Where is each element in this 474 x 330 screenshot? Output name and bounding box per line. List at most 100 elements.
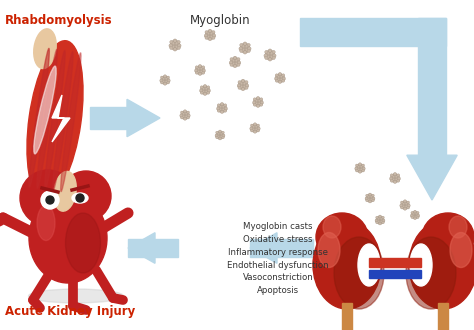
Circle shape [258, 98, 262, 102]
Circle shape [242, 45, 245, 48]
Circle shape [404, 206, 408, 209]
Circle shape [254, 130, 256, 133]
Circle shape [202, 87, 208, 92]
Circle shape [167, 79, 170, 82]
Circle shape [270, 52, 273, 55]
Bar [128, 239, 178, 257]
Circle shape [407, 206, 410, 209]
Circle shape [360, 165, 363, 168]
Ellipse shape [45, 51, 65, 189]
Circle shape [245, 45, 248, 48]
Circle shape [378, 218, 382, 222]
Circle shape [182, 116, 186, 119]
Circle shape [280, 75, 283, 78]
Circle shape [355, 167, 358, 170]
Circle shape [372, 199, 374, 202]
Circle shape [368, 196, 372, 200]
Circle shape [369, 193, 372, 196]
Circle shape [211, 33, 215, 37]
Circle shape [365, 194, 368, 197]
Circle shape [414, 217, 416, 220]
Circle shape [277, 78, 280, 81]
Circle shape [208, 29, 212, 33]
Circle shape [278, 73, 282, 76]
Circle shape [257, 103, 261, 107]
Circle shape [360, 167, 365, 171]
Circle shape [202, 91, 206, 95]
Circle shape [244, 47, 246, 50]
Circle shape [242, 45, 248, 51]
Circle shape [411, 216, 413, 218]
Circle shape [172, 46, 176, 50]
Circle shape [232, 63, 236, 67]
Circle shape [256, 97, 260, 101]
Circle shape [167, 81, 170, 84]
Circle shape [268, 50, 272, 54]
Circle shape [375, 219, 380, 223]
Ellipse shape [406, 237, 456, 309]
Circle shape [243, 85, 246, 88]
Circle shape [220, 134, 225, 138]
Circle shape [367, 195, 370, 198]
Circle shape [415, 215, 418, 217]
Circle shape [222, 107, 227, 112]
Circle shape [240, 85, 243, 88]
Circle shape [238, 84, 243, 89]
Circle shape [250, 129, 253, 132]
Circle shape [254, 123, 256, 126]
Circle shape [160, 81, 163, 84]
Circle shape [200, 67, 203, 70]
Circle shape [207, 86, 210, 89]
Circle shape [173, 48, 177, 51]
Circle shape [380, 220, 383, 223]
Circle shape [219, 136, 223, 139]
Circle shape [202, 90, 205, 93]
Circle shape [184, 114, 186, 116]
Circle shape [365, 197, 370, 201]
Circle shape [173, 44, 176, 46]
Circle shape [167, 76, 170, 79]
Circle shape [412, 215, 415, 217]
Circle shape [400, 204, 403, 207]
Circle shape [371, 197, 374, 201]
Circle shape [236, 60, 240, 63]
Ellipse shape [29, 49, 49, 187]
Circle shape [183, 110, 187, 113]
Circle shape [222, 131, 224, 134]
Circle shape [367, 198, 370, 201]
Circle shape [182, 115, 185, 118]
Circle shape [413, 211, 417, 214]
Circle shape [176, 43, 180, 47]
Circle shape [393, 180, 397, 183]
Circle shape [172, 42, 175, 45]
Circle shape [234, 61, 237, 63]
Circle shape [222, 108, 225, 111]
Circle shape [245, 48, 248, 51]
Circle shape [395, 175, 398, 178]
Circle shape [206, 31, 210, 35]
Circle shape [243, 50, 247, 54]
Bar [369, 258, 421, 267]
Circle shape [359, 169, 363, 172]
Ellipse shape [37, 206, 55, 241]
Circle shape [393, 173, 397, 176]
Circle shape [362, 167, 365, 170]
Circle shape [245, 44, 250, 48]
Circle shape [203, 85, 207, 89]
Circle shape [170, 44, 174, 49]
Circle shape [401, 204, 404, 208]
Circle shape [412, 216, 416, 219]
Polygon shape [407, 155, 457, 200]
Circle shape [414, 216, 418, 219]
Circle shape [277, 76, 283, 81]
Circle shape [241, 80, 245, 84]
Circle shape [356, 169, 358, 172]
Circle shape [219, 137, 221, 140]
Ellipse shape [313, 221, 381, 309]
Circle shape [378, 215, 382, 219]
Circle shape [194, 69, 198, 72]
Circle shape [205, 86, 209, 90]
Circle shape [252, 129, 255, 132]
Circle shape [220, 102, 224, 106]
Circle shape [185, 115, 188, 118]
